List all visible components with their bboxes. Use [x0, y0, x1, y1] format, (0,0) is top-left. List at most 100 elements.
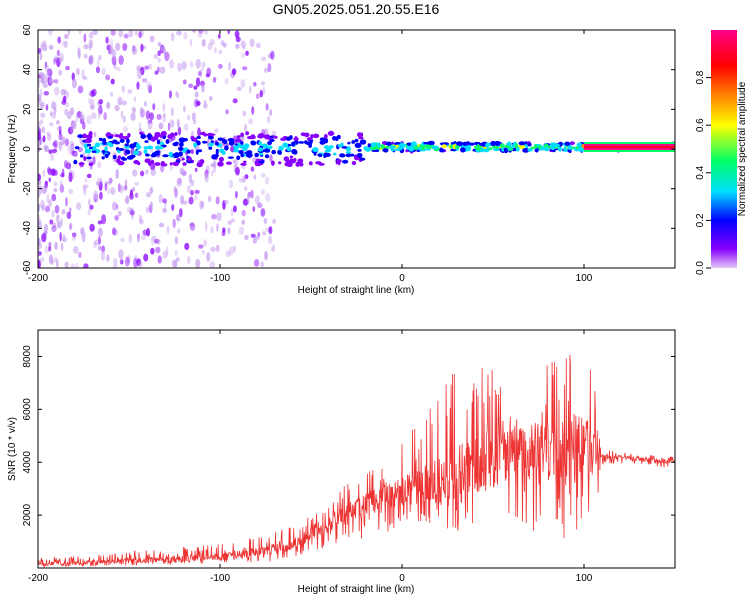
spectrogram-cell: [116, 203, 119, 210]
spectrogram-cell: [312, 147, 319, 153]
spectrogram-cell: [116, 158, 121, 164]
spectrogram-cell: [54, 204, 60, 214]
spectrogram-cell: [114, 215, 119, 221]
colorbar: 0.0 0.2 0.4 0.6 0.8 Normalized spectral ampl…: [695, 30, 748, 275]
spectrogram-cell: [267, 115, 271, 124]
spectrogram-cell: [42, 83, 49, 88]
spectrogram-cell: [138, 214, 143, 224]
spectrogram-cell: [262, 231, 267, 236]
spectrogram-cell: [122, 42, 128, 51]
spectrogram-cell: [68, 172, 73, 183]
spectrogram-cell: [208, 142, 214, 147]
spectrogram-cell: [46, 193, 50, 204]
spectrogram-cell: [183, 123, 189, 132]
spectrogram-cell: [210, 246, 216, 253]
spectrogram-cell: [110, 187, 116, 196]
snr-x-label: Height of straight line (km): [298, 584, 415, 595]
spectrogram-cell: [105, 36, 109, 44]
spectrogram-cell: [235, 166, 240, 176]
spectrogram-cell: [138, 261, 143, 268]
spectrogram-cell: [252, 206, 256, 212]
spectrogram-cell: [193, 85, 198, 90]
spectrogram-cell: [456, 141, 463, 147]
spectrogram-cell: [46, 166, 51, 174]
spectrogram-cell: [241, 219, 246, 225]
spectrogram-cell: [182, 105, 186, 113]
spectrogram-cell: [118, 98, 122, 105]
spectrogram-cell: [41, 233, 47, 243]
snr-marks: [38, 354, 675, 568]
spectrogram-cell: [224, 77, 229, 85]
spectrogram-cell: [175, 30, 182, 36]
spectrogram-cell: [124, 143, 129, 147]
spectrogram-cell: [128, 233, 133, 244]
spectrogram-cell: [50, 168, 56, 176]
spectrogram-cell: [117, 155, 122, 160]
spectrogram-cell: [208, 133, 216, 136]
spectrogram-cell: [64, 33, 69, 40]
spectrogram-cell: [90, 112, 97, 120]
spectrogram-cell: [527, 142, 532, 147]
spectrogram-cell: [38, 138, 42, 146]
spectrogram-cell: [356, 152, 363, 158]
spectrogram-cell: [260, 189, 265, 195]
spectrogram-cell: [64, 261, 69, 268]
colorbar-tick-label: 0.2: [695, 213, 706, 227]
spectrogram-cell: [106, 254, 110, 262]
spectrogram-cell: [341, 145, 348, 149]
spectrogram-cell: [129, 207, 134, 215]
spectrogram-cell: [140, 107, 143, 114]
spectrogram-cell: [83, 187, 87, 196]
spectrogram-cell: [176, 177, 182, 185]
spectrogram-cell: [97, 220, 103, 225]
spectrogram-cell: [88, 32, 94, 39]
spectrogram-cell: [194, 91, 199, 98]
spectrogram-cell: [164, 51, 170, 62]
spectrogram-x-label: Height of straight line (km): [298, 285, 415, 296]
spectrogram-cell: [337, 159, 341, 166]
spectrogram-cell: [228, 61, 232, 71]
spectrogram-cell: [260, 81, 266, 86]
spectrogram-cell: [97, 112, 101, 120]
spectrogram-cell: [68, 126, 74, 135]
spectrogram-cell: [125, 195, 130, 205]
spectrogram-cell: [333, 152, 337, 156]
spectrogram-cell: [112, 258, 118, 265]
spectrogram-cell: [405, 149, 409, 153]
spectrogram-cell: [468, 142, 475, 146]
spectrogram-cell: [141, 78, 147, 83]
spectrogram-cell: [76, 202, 82, 211]
spectrogram-cell: [106, 141, 113, 146]
spectrogram-cell: [238, 149, 244, 155]
spectrogram-cell: [503, 147, 508, 152]
spectrogram-cell: [69, 222, 73, 229]
spectrogram-cell: [113, 263, 118, 268]
spectrogram-cell: [79, 111, 85, 122]
spectrogram-cell: [243, 123, 248, 132]
spectrogram-cell: [268, 226, 273, 235]
spectrogram-cell: [149, 186, 154, 195]
spectrogram-cell: [194, 167, 198, 173]
spectrogram-cell: [201, 250, 205, 255]
spectrogram-cell: [254, 195, 260, 205]
spectrogram-cell: [278, 150, 282, 155]
spectrogram-cell: [227, 227, 231, 234]
spectrogram-cell: [223, 43, 227, 48]
spectrogram-cell: [175, 141, 179, 145]
spectrogram-cell: [61, 136, 66, 146]
spectrogram-cell: [463, 143, 467, 146]
spectrogram-cell: [140, 133, 147, 140]
y-tick-label: 8000: [22, 345, 33, 368]
spectrogram-x-axis: -200 -100 0 100: [28, 30, 593, 284]
spectrogram-cell: [408, 146, 415, 152]
spectrogram-cell: [64, 102, 70, 108]
spectrogram-cell: [485, 142, 490, 148]
spectrogram-cell: [53, 139, 58, 149]
spectrogram-cell: [150, 201, 153, 209]
spectrogram-cell: [394, 142, 401, 145]
spectrogram-cell: [78, 162, 85, 166]
spectrogram-cell: [431, 145, 439, 150]
spectrogram-cell: [217, 161, 224, 167]
spectrogram-cell: [68, 188, 74, 195]
